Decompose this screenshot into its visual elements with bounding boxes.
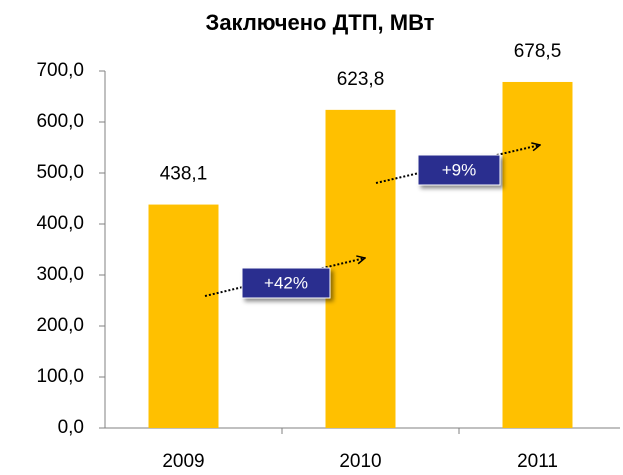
annotation-label: +42% <box>264 273 308 292</box>
x-tick-label: 2009 <box>162 451 204 472</box>
x-tick-label: 2010 <box>339 451 381 472</box>
value-label: 623,8 <box>337 69 385 90</box>
annotation-box <box>241 267 331 299</box>
value-label: 438,1 <box>160 164 208 185</box>
y-tick-label: 300,0 <box>36 264 84 285</box>
y-tick-label: 0,0 <box>58 417 84 438</box>
y-tick-label: 200,0 <box>36 315 84 336</box>
annotation-box <box>417 154 501 186</box>
bar <box>502 81 573 428</box>
chart-title: Заключено ДТП, МВт <box>206 10 435 35</box>
bar <box>325 109 396 428</box>
y-tick-label: 500,0 <box>36 162 84 183</box>
y-tick-label: 400,0 <box>36 213 84 234</box>
x-tick-label: 2011 <box>517 451 558 472</box>
bar <box>148 204 219 428</box>
y-tick-label: 700,0 <box>36 60 84 81</box>
growth-arrow <box>204 258 365 297</box>
value-label: 678,5 <box>514 41 562 62</box>
y-tick-label: 100,0 <box>36 366 84 387</box>
annotation-label: +9% <box>442 160 477 179</box>
y-tick-label: 600,0 <box>36 111 84 132</box>
